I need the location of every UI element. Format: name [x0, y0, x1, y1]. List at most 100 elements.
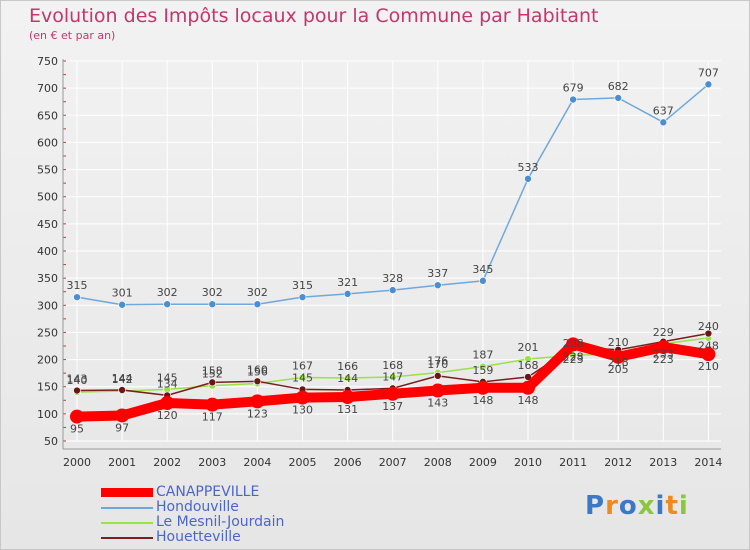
legend-label-canappeville: CANAPPEVILLE: [156, 484, 260, 500]
logo-letter: o: [618, 491, 638, 521]
data-label-le-mesnil-jourdain-2004: 156: [247, 365, 268, 378]
point-canappeville-2007: [385, 386, 400, 401]
y-tick-label-450: 450: [37, 218, 58, 231]
point-canappeville-2001: [115, 408, 130, 423]
data-label-canappeville-2005: 130: [292, 404, 313, 417]
logo-letter: i: [678, 491, 689, 521]
point-le-mesnil-jourdain-2011: [569, 351, 577, 360]
point-houetteville-2008: [433, 372, 442, 380]
data-label-hondouville-2009: 345: [472, 263, 493, 276]
data-label-canappeville-2007: 137: [382, 400, 403, 413]
logo-letter: P: [585, 491, 606, 521]
legend-swatch-canappeville: [101, 488, 153, 497]
point-houetteville-2004: [253, 377, 262, 386]
point-canappeville-2004: [250, 394, 265, 409]
data-label-hondouville-2006: 321: [337, 276, 358, 289]
data-label-le-mesnil-jourdain-2010: 201: [518, 341, 539, 354]
point-houetteville-2010: [524, 373, 532, 381]
data-label-hondouville-2000: 315: [67, 279, 88, 292]
data-label-canappeville-2014: 210: [698, 360, 719, 373]
data-label-hondouville-2001: 301: [112, 287, 133, 300]
point-canappeville-2002: [160, 396, 175, 410]
point-hondouville-2004: [253, 300, 262, 309]
x-tick-label-2001: 2001: [108, 456, 136, 469]
data-label-le-mesnil-jourdain-2005: 167: [292, 359, 313, 372]
data-label-le-mesnil-jourdain-2008: 176: [427, 355, 448, 368]
point-canappeville-2006: [340, 390, 355, 405]
data-label-le-mesnil-jourdain-2012: 210: [608, 336, 629, 349]
data-label-houetteville-2003: 158: [202, 364, 223, 377]
data-label-canappeville-2002: 120: [157, 409, 178, 422]
x-tick-label-2005: 2005: [289, 456, 317, 469]
point-hondouville-2001: [118, 300, 126, 309]
data-label-houetteville-2009: 159: [472, 364, 493, 377]
data-label-hondouville-2008: 337: [427, 267, 448, 280]
point-canappeville-2013: [656, 340, 671, 355]
point-hondouville-2010: [524, 175, 532, 183]
point-hondouville-2011: [569, 95, 577, 104]
x-tick-label-2007: 2007: [379, 456, 407, 469]
point-hondouville-2013: [659, 118, 668, 127]
legend-swatch-houetteville: [101, 537, 153, 539]
data-label-canappeville-2004: 123: [247, 407, 268, 420]
legend-label-le-mesnil-jourdain: Le Mesnil-Jourdain: [156, 514, 285, 530]
point-hondouville-2007: [388, 286, 397, 294]
point-hondouville-2006: [343, 290, 352, 298]
data-label-houetteville-2001: 144: [112, 372, 133, 385]
point-houetteville-2014: [704, 329, 713, 338]
logo-letter: r: [605, 491, 619, 521]
data-label-houetteville-2004: 160: [247, 363, 268, 376]
legend-swatch-hondouville: [101, 507, 153, 509]
data-label-hondouville-2010: 533: [518, 161, 539, 174]
data-label-le-mesnil-jourdain-2014: 240: [698, 320, 719, 333]
point-canappeville-2012: [611, 349, 626, 364]
x-tick-label-2008: 2008: [424, 456, 452, 469]
point-hondouville-2005: [298, 293, 307, 301]
logo-letter: i: [655, 491, 666, 521]
point-hondouville-2003: [208, 300, 217, 309]
data-label-le-mesnil-jourdain-2003: 152: [202, 368, 223, 381]
x-tick-label-2013: 2013: [649, 456, 677, 469]
x-tick-label-2002: 2002: [153, 456, 181, 469]
data-label-canappeville-2000: 95: [70, 423, 84, 436]
point-le-mesnil-jourdain-2006: [343, 374, 352, 382]
x-tick-label-2010: 2010: [514, 456, 542, 469]
point-canappeville-2003: [205, 397, 220, 412]
point-canappeville-2014: [701, 347, 716, 362]
data-label-hondouville-2004: 302: [247, 286, 268, 299]
point-canappeville-2011: [566, 337, 581, 352]
data-label-canappeville-2008: 143: [427, 397, 448, 410]
point-hondouville-2012: [614, 94, 623, 102]
point-canappeville-2005: [295, 390, 310, 405]
data-label-houetteville-2010: 168: [518, 359, 539, 372]
proxiti-logo: Proxiti: [585, 491, 689, 521]
data-label-canappeville-2003: 117: [202, 411, 223, 424]
data-label-houetteville-2008: 170: [427, 358, 448, 371]
x-tick-label-2009: 2009: [469, 456, 497, 469]
point-hondouville-2009: [479, 277, 487, 285]
y-tick-label-550: 550: [37, 164, 58, 177]
point-canappeville-2008: [430, 383, 445, 398]
y-tick-label-150: 150: [37, 381, 58, 394]
line-chart: 50 100 150 200 250 300 350 400 450 500 550 600 650 70…: [37, 55, 722, 469]
y-tick-label-700: 700: [37, 82, 58, 95]
x-tick-label-2006: 2006: [334, 456, 362, 469]
data-label-houetteville-2012: 218: [608, 356, 629, 369]
x-tick-label-2011: 2011: [559, 456, 587, 469]
data-label-le-mesnil-jourdain-2006: 166: [337, 360, 358, 373]
data-label-hondouville-2003: 302: [202, 286, 223, 299]
point-houetteville-2001: [118, 386, 126, 394]
data-label-houetteville-2013: 233: [653, 348, 674, 361]
data-label-le-mesnil-jourdain-2013: 229: [653, 326, 674, 339]
data-label-canappeville-2012: 205: [608, 363, 629, 376]
data-label-houetteville-2000: 143: [67, 373, 88, 386]
data-label-houetteville-2007: 147: [382, 370, 403, 383]
data-label-hondouville-2011: 679: [563, 82, 584, 95]
logo-letter: t: [665, 491, 679, 521]
data-label-le-mesnil-jourdain-2002: 145: [157, 371, 178, 384]
data-label-hondouville-2007: 328: [382, 272, 403, 285]
logo-letter: x: [637, 491, 656, 521]
data-label-hondouville-2013: 637: [653, 104, 674, 117]
y-tick-label-100: 100: [37, 408, 58, 421]
